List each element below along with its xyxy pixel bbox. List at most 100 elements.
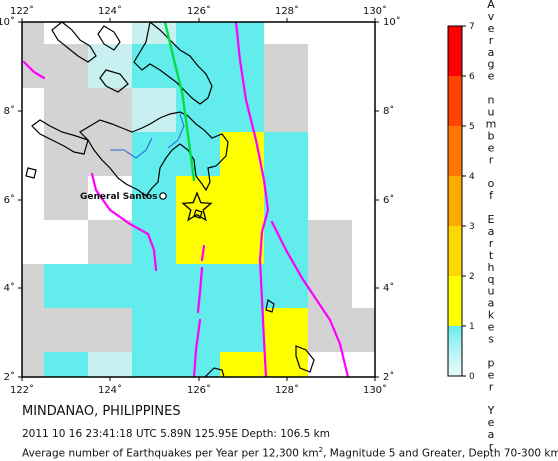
lon-label: 126˚ [187, 384, 211, 396]
plate-boundaries [22, 22, 350, 377]
grid-cell [44, 88, 132, 132]
low-rate-cells [88, 22, 176, 377]
event-details: 2011 10 16 23:41:18 UTC 5.89N 125.95E De… [22, 428, 330, 440]
lon-label: 128˚ [275, 5, 299, 17]
high-rate-cells [176, 132, 308, 377]
legend-band-3 [448, 176, 462, 226]
legend-tick-label: 2 [469, 272, 475, 282]
lon-labels-bottom: 122˚ 124˚ 126˚ 128˚ 130˚ [10, 384, 387, 396]
grid-cell [264, 220, 308, 308]
grid-cell [22, 44, 88, 88]
grid-cell [176, 132, 220, 176]
lon-label: 128˚ [275, 384, 299, 396]
halmahera-trench [270, 220, 350, 377]
description-prefix: Average number of Earthquakes per Year p… [22, 447, 319, 460]
city-marker: General Santos [80, 192, 167, 202]
grid-cell [22, 308, 88, 352]
cotabato-trench [90, 172, 158, 272]
description-superscript: 2 [318, 446, 324, 454]
grid-cell [88, 132, 132, 176]
sangihe-arc-north [200, 244, 206, 262]
negros-trench [22, 60, 46, 80]
lon-label: 126˚ [187, 5, 211, 17]
grid-cell [44, 132, 88, 220]
bohol-coastline [99, 69, 129, 93]
legend-band-2 [448, 226, 462, 276]
epicenter-star [181, 191, 213, 222]
philippine-fault [163, 22, 196, 182]
agusan-river [167, 113, 185, 149]
legend-band-4 [448, 126, 462, 176]
grid-cell [22, 352, 44, 377]
lat-label: 6˚ [4, 194, 15, 206]
lat-label: 10˚ [0, 16, 15, 28]
grid-cell [132, 176, 176, 352]
grid-cell [22, 22, 44, 44]
lon-label: 130˚ [363, 5, 387, 17]
grid-cell [132, 352, 220, 377]
panay-coastline [97, 25, 121, 51]
grid-cell [132, 88, 176, 132]
lon-labels-top: 122˚ 124˚ 126˚ 128˚ 130˚ [10, 5, 387, 17]
lat-label: 4˚ [4, 282, 15, 294]
grid-cell [352, 308, 375, 352]
legend-tick-label: 1 [469, 322, 475, 332]
legend-tick-label: 4 [469, 172, 475, 182]
grid-cell [264, 132, 308, 220]
legend-tick-label: 7 [469, 22, 475, 32]
grid-cell [308, 220, 352, 264]
lat-label: 10˚ [383, 16, 401, 28]
grid-cell [88, 220, 132, 264]
legend-frame [447, 25, 463, 377]
lon-label: 124˚ [98, 384, 122, 396]
city-dot [159, 192, 167, 200]
grid-cell [44, 264, 132, 308]
grid-cell [88, 352, 132, 377]
grid-cell [132, 22, 176, 44]
grid-cell [176, 264, 264, 352]
sangihe-island [265, 299, 275, 313]
region-title: MINDANAO, PHILIPPINES [22, 404, 181, 419]
grid-cell [264, 308, 308, 352]
pulangi-river [110, 137, 153, 159]
grid-cell [44, 352, 88, 377]
lat-label: 4˚ [383, 282, 394, 294]
legend-band-5 [448, 76, 462, 126]
lat-label: 2˚ [4, 371, 15, 383]
lat-label: 8˚ [383, 105, 394, 117]
legend-tick-label: 3 [469, 222, 475, 232]
lat-label: 6˚ [383, 194, 394, 206]
celebes-coastline [204, 367, 225, 377]
lat-labels-left: 10˚ 8˚ 6˚ 4˚ 2˚ [0, 16, 15, 383]
visayas-coastline [133, 22, 213, 105]
sangihe-arc-south [196, 266, 204, 314]
mindanao-coastline [79, 111, 229, 197]
legend-band-6 [448, 26, 462, 76]
description-suffix: , Magnitude 5 and Greater, Depth 70-300 … [323, 447, 558, 460]
legend-band-0b [448, 326, 462, 376]
lat-label: 8˚ [4, 105, 15, 117]
lat-labels-right: 10˚ 8˚ 6˚ 4˚ 2˚ [383, 16, 401, 383]
axis-ticks [18, 18, 379, 381]
city-label: General Santos [80, 192, 158, 202]
sarangani-island [193, 209, 203, 219]
lat-label: 2˚ [383, 371, 394, 383]
legend-tick-label: 6 [469, 72, 475, 82]
grid-cell [264, 44, 308, 132]
lon-label: 122˚ [10, 384, 34, 396]
grid-cell [22, 264, 44, 308]
lon-label: 124˚ [98, 5, 122, 17]
lon-label: 130˚ [363, 384, 387, 396]
legend-band-1 [448, 276, 462, 326]
philippine-trench [234, 22, 270, 377]
map-description: Average number of Earthquakes per Year p… [22, 446, 558, 460]
legend-tick-label: 5 [469, 122, 475, 132]
sangihe-arc-lower [192, 318, 202, 377]
coastlines [25, 22, 315, 377]
talaud-island [295, 345, 315, 373]
grid-cell [176, 176, 264, 264]
grid-cell [308, 264, 352, 352]
